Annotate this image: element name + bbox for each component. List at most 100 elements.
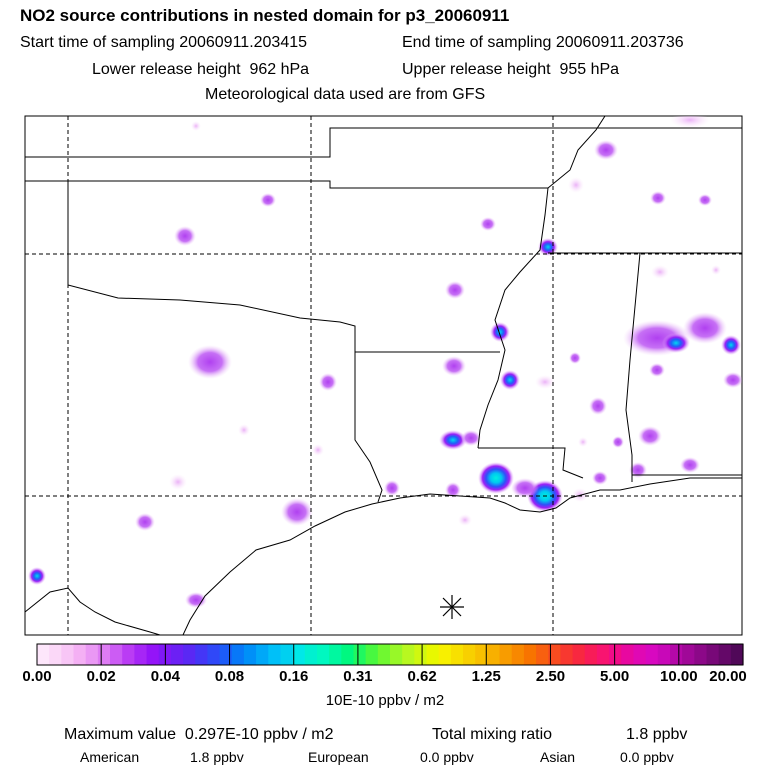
colorbar-cell xyxy=(657,644,671,665)
colorbar-cell xyxy=(329,644,342,665)
colorbar-tick-label: 0.02 xyxy=(86,668,116,685)
colorbar-tick-label: 20.00 xyxy=(709,668,747,685)
plume-blob xyxy=(191,121,201,131)
colorbar-cell xyxy=(572,644,586,665)
colorbar-frame xyxy=(36,643,744,666)
colorbar-cell xyxy=(645,644,659,665)
plume-blob xyxy=(135,513,155,531)
plume-blob xyxy=(649,363,665,377)
colorbar-tick-label: 0.16 xyxy=(279,668,309,685)
colorbar xyxy=(36,643,744,666)
state-border xyxy=(67,181,356,352)
colorbar-cell xyxy=(365,644,379,665)
plume-blob xyxy=(500,370,520,390)
page-title: NO2 source contributions in nested domai… xyxy=(20,6,510,25)
plume-blob xyxy=(680,457,700,473)
coastline xyxy=(182,477,742,635)
colorbar-cell xyxy=(353,644,367,665)
plume-blob xyxy=(569,352,581,364)
colorbar-cell xyxy=(426,644,440,665)
map-content xyxy=(25,116,742,635)
colorbar-tick-label: 5.00 xyxy=(600,668,630,685)
plume-blob xyxy=(650,191,666,205)
upper-release-height: Upper release height 955 hPa xyxy=(402,61,619,79)
max-value-number: 0.297E-10 ppbv / m2 xyxy=(184,726,334,743)
colorbar-cell xyxy=(377,644,391,665)
plume-blob xyxy=(592,471,608,485)
colorbar-cell xyxy=(682,644,695,665)
colorbar-cell xyxy=(390,644,403,665)
colorbar-cell xyxy=(718,644,732,665)
colorbar-cell xyxy=(146,644,160,665)
plume-blob xyxy=(260,193,276,207)
european-value: 0.0 ppbv xyxy=(420,749,474,765)
coastline xyxy=(25,587,161,635)
colorbar-cell xyxy=(37,644,50,665)
colorbar-cell xyxy=(231,644,245,665)
total-mixing-ratio-value: 1.8 ppbv xyxy=(626,726,688,743)
plume-blob xyxy=(461,430,481,446)
plume-blob xyxy=(445,281,465,299)
colorbar-tick-label: 0.62 xyxy=(407,668,437,685)
colorbar-cell xyxy=(49,644,62,665)
plume-blob xyxy=(185,592,207,608)
plume-blob xyxy=(711,265,721,275)
plume-blob xyxy=(578,437,588,447)
plume-blob xyxy=(670,116,710,128)
plume-blob xyxy=(612,436,624,448)
colorbar-cell xyxy=(73,644,87,665)
plume-blob xyxy=(638,426,662,446)
colorbar-cell xyxy=(536,644,549,665)
colorbar-cell xyxy=(134,644,148,665)
concentration-field xyxy=(28,116,742,608)
upper-height-value: 955 hPa xyxy=(559,61,620,78)
plume-blob xyxy=(442,356,466,376)
plume-blob xyxy=(319,373,337,391)
colorbar-cell xyxy=(341,644,355,665)
plume-blob xyxy=(188,345,232,379)
start-time: Start time of sampling 20060911.203415 xyxy=(20,34,307,52)
colorbar-cell xyxy=(706,644,720,665)
plume-blob xyxy=(174,226,196,246)
plume-blob xyxy=(535,375,555,389)
end-time: End time of sampling 20060911.203736 xyxy=(402,34,684,52)
release-location-marker xyxy=(440,595,464,619)
latlon-grid xyxy=(25,116,742,635)
plume-blob xyxy=(683,312,727,344)
colorbar-cells xyxy=(37,644,744,665)
plume-blob xyxy=(723,372,742,388)
met-data-note: Meteorological data used are from GFS xyxy=(205,86,486,103)
colorbar-cell xyxy=(633,644,647,665)
colorbar-cell xyxy=(97,644,111,665)
plume-blob xyxy=(28,567,46,585)
colorbar-cell xyxy=(669,644,683,665)
colorbar-cell xyxy=(219,644,233,665)
total-mixing-ratio-label: Total mixing ratio xyxy=(432,726,553,743)
colorbar-cell xyxy=(183,644,196,665)
plume-blob xyxy=(439,430,467,450)
plume-blob xyxy=(721,335,741,355)
colorbar-cell xyxy=(256,644,269,665)
state-border xyxy=(354,326,383,503)
colorbar-cell xyxy=(268,644,282,665)
colorbar-cell xyxy=(584,644,598,665)
colorbar-cell xyxy=(609,644,622,665)
river-border xyxy=(477,187,549,449)
start-time-value: 20060911.203415 xyxy=(179,34,308,51)
american-label: American xyxy=(80,749,140,765)
colorbar-cell xyxy=(548,644,562,665)
state-border xyxy=(25,180,548,189)
max-value: Maximum value 0.297E-10 ppbv / m2 xyxy=(64,726,333,744)
colorbar-tick-label: 0.08 xyxy=(214,668,245,685)
lower-height-label: Lower release height xyxy=(92,61,241,78)
boundaries xyxy=(25,116,742,635)
plume-blob xyxy=(458,514,472,526)
colorbar-tick-label: 1.25 xyxy=(471,668,501,685)
colorbar-cell xyxy=(61,644,75,665)
colorbar-cell xyxy=(402,644,415,665)
asian-label: Asian xyxy=(540,749,576,765)
upper-height-label: Upper release height xyxy=(402,61,551,78)
colorbar-cell xyxy=(523,644,537,665)
plume-blob xyxy=(384,480,400,496)
